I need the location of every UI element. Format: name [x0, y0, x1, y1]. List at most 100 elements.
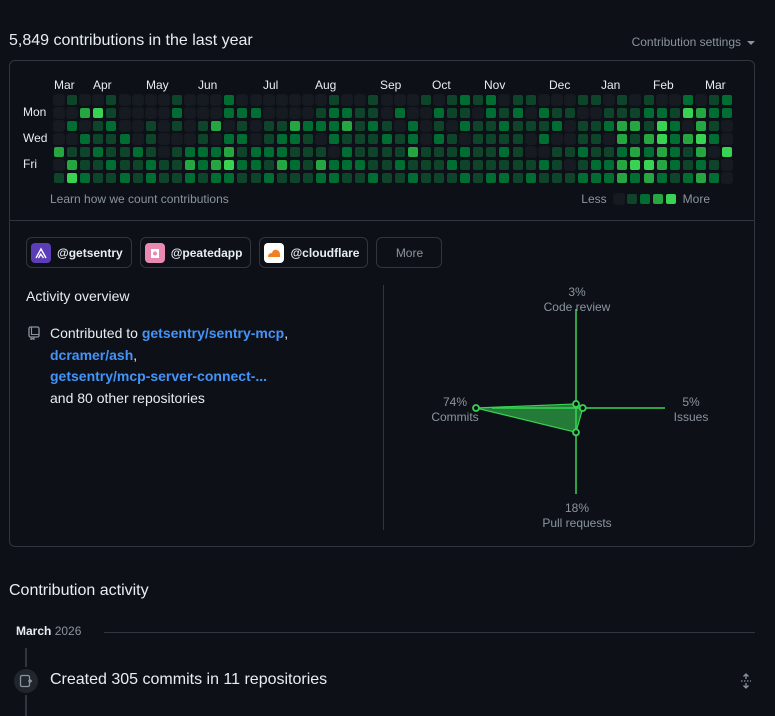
contribution-cell[interactable] — [263, 173, 274, 183]
contribution-cell[interactable] — [551, 121, 562, 131]
contribution-cell[interactable] — [170, 133, 183, 145]
contribution-cell[interactable] — [355, 147, 366, 157]
contribution-cell[interactable] — [210, 133, 223, 145]
contribution-cell[interactable] — [604, 121, 615, 131]
contribution-cell[interactable] — [447, 134, 457, 144]
contribution-cell[interactable] — [538, 121, 549, 131]
contribution-cell[interactable] — [564, 108, 575, 118]
contribution-cell[interactable] — [80, 134, 91, 144]
contribution-cell[interactable] — [721, 133, 734, 145]
contribution-cell[interactable] — [93, 173, 104, 183]
contribution-cell[interactable] — [682, 160, 693, 170]
contribution-cell[interactable] — [171, 160, 182, 170]
contribution-cell[interactable] — [185, 173, 195, 183]
contribution-cell[interactable] — [198, 134, 209, 144]
contribution-cell[interactable] — [578, 95, 588, 105]
contribution-cell[interactable] — [119, 160, 130, 170]
contribution-cell[interactable] — [721, 120, 734, 132]
contribution-cell[interactable] — [709, 95, 719, 105]
contribution-cell[interactable] — [53, 120, 65, 132]
contribution-cell[interactable] — [329, 173, 340, 183]
contribution-cell[interactable] — [603, 133, 616, 145]
contribution-cell[interactable] — [499, 173, 510, 183]
repo-link[interactable]: dcramer/ash — [50, 346, 134, 363]
contribution-cell[interactable] — [288, 94, 301, 106]
contribution-cell[interactable] — [368, 173, 379, 183]
contribution-cell[interactable] — [499, 160, 510, 170]
contribution-cell[interactable] — [709, 134, 719, 144]
repo-link[interactable]: getsentry/mcp-server-connect-... — [50, 368, 268, 384]
contribution-cell[interactable] — [538, 134, 549, 144]
contribution-cell[interactable] — [407, 173, 418, 183]
contribution-cell[interactable] — [617, 173, 628, 183]
contribution-cell[interactable] — [591, 121, 602, 131]
contribution-cell[interactable] — [524, 133, 537, 145]
contribution-cell[interactable] — [301, 107, 314, 119]
contribution-cell[interactable] — [184, 107, 196, 119]
contribution-cell[interactable] — [145, 173, 156, 183]
contribution-cell[interactable] — [512, 160, 523, 170]
contribution-cell[interactable] — [197, 107, 210, 119]
contribution-cell[interactable] — [368, 160, 379, 170]
contribution-cell[interactable] — [118, 107, 131, 119]
contribution-cell[interactable] — [473, 173, 484, 183]
contribution-cell[interactable] — [342, 173, 353, 183]
contribution-cell[interactable] — [656, 121, 667, 131]
contribution-cell[interactable] — [262, 94, 275, 106]
contribution-cell[interactable] — [302, 173, 313, 183]
contribution-cell[interactable] — [66, 133, 79, 145]
contribution-cell[interactable] — [643, 160, 654, 170]
contribution-cell[interactable] — [184, 133, 196, 145]
contribution-cell[interactable] — [185, 147, 195, 157]
contribution-cell[interactable] — [499, 121, 510, 131]
contribution-cell[interactable] — [198, 160, 209, 170]
contribution-cell[interactable] — [617, 108, 628, 118]
contribution-cell[interactable] — [198, 147, 209, 157]
contribution-cell[interactable] — [460, 108, 471, 118]
contribution-cell[interactable] — [473, 121, 484, 131]
contribution-cell[interactable] — [722, 95, 733, 105]
contribution-cell[interactable] — [722, 108, 733, 118]
contribution-cell[interactable] — [682, 147, 693, 157]
contribution-cell[interactable] — [132, 160, 143, 170]
contribution-cell[interactable] — [275, 107, 288, 119]
contribution-cell[interactable] — [355, 108, 366, 118]
contribution-cell[interactable] — [93, 121, 104, 131]
contribution-cell[interactable] — [302, 147, 313, 157]
org-button-getsentry[interactable]: @getsentry — [26, 237, 132, 268]
contribution-cell[interactable] — [669, 147, 680, 157]
contribution-cell[interactable] — [709, 173, 719, 183]
contribution-cell[interactable] — [394, 173, 405, 183]
contribution-cell[interactable] — [695, 121, 706, 131]
contribution-cell[interactable] — [276, 160, 287, 170]
contribution-cell[interactable] — [171, 173, 182, 183]
contribution-cell[interactable] — [275, 94, 288, 106]
contribution-cell[interactable] — [617, 160, 628, 170]
contribution-cell[interactable] — [604, 173, 615, 183]
contribution-cell[interactable] — [301, 94, 314, 106]
contribution-cell[interactable] — [473, 147, 484, 157]
contribution-cell[interactable] — [643, 108, 654, 118]
contribution-cell[interactable] — [643, 134, 654, 144]
contribution-cell[interactable] — [537, 146, 550, 158]
contribution-cell[interactable] — [119, 147, 130, 157]
contribution-cell[interactable] — [237, 121, 248, 131]
contribution-cell[interactable] — [433, 108, 444, 118]
contribution-cell[interactable] — [249, 120, 262, 132]
contribution-cell[interactable] — [158, 173, 169, 183]
contribution-cell[interactable] — [708, 146, 720, 158]
contribution-cell[interactable] — [329, 108, 340, 118]
repo-link[interactable]: getsentry/sentry-mcp — [141, 325, 285, 341]
contribution-cell[interactable] — [145, 121, 156, 131]
contribution-cell[interactable] — [289, 121, 300, 131]
contribution-cell[interactable] — [210, 107, 223, 119]
contribution-cell[interactable] — [563, 120, 576, 132]
contribution-cell[interactable] — [157, 120, 170, 132]
contribution-cell[interactable] — [486, 147, 497, 157]
contribution-cell[interactable] — [695, 160, 706, 170]
contribution-cell[interactable] — [171, 95, 182, 105]
contribution-cell[interactable] — [460, 95, 471, 105]
contribution-cell[interactable] — [250, 108, 261, 118]
contribution-cell[interactable] — [144, 107, 157, 119]
contribution-cell[interactable] — [655, 94, 668, 106]
